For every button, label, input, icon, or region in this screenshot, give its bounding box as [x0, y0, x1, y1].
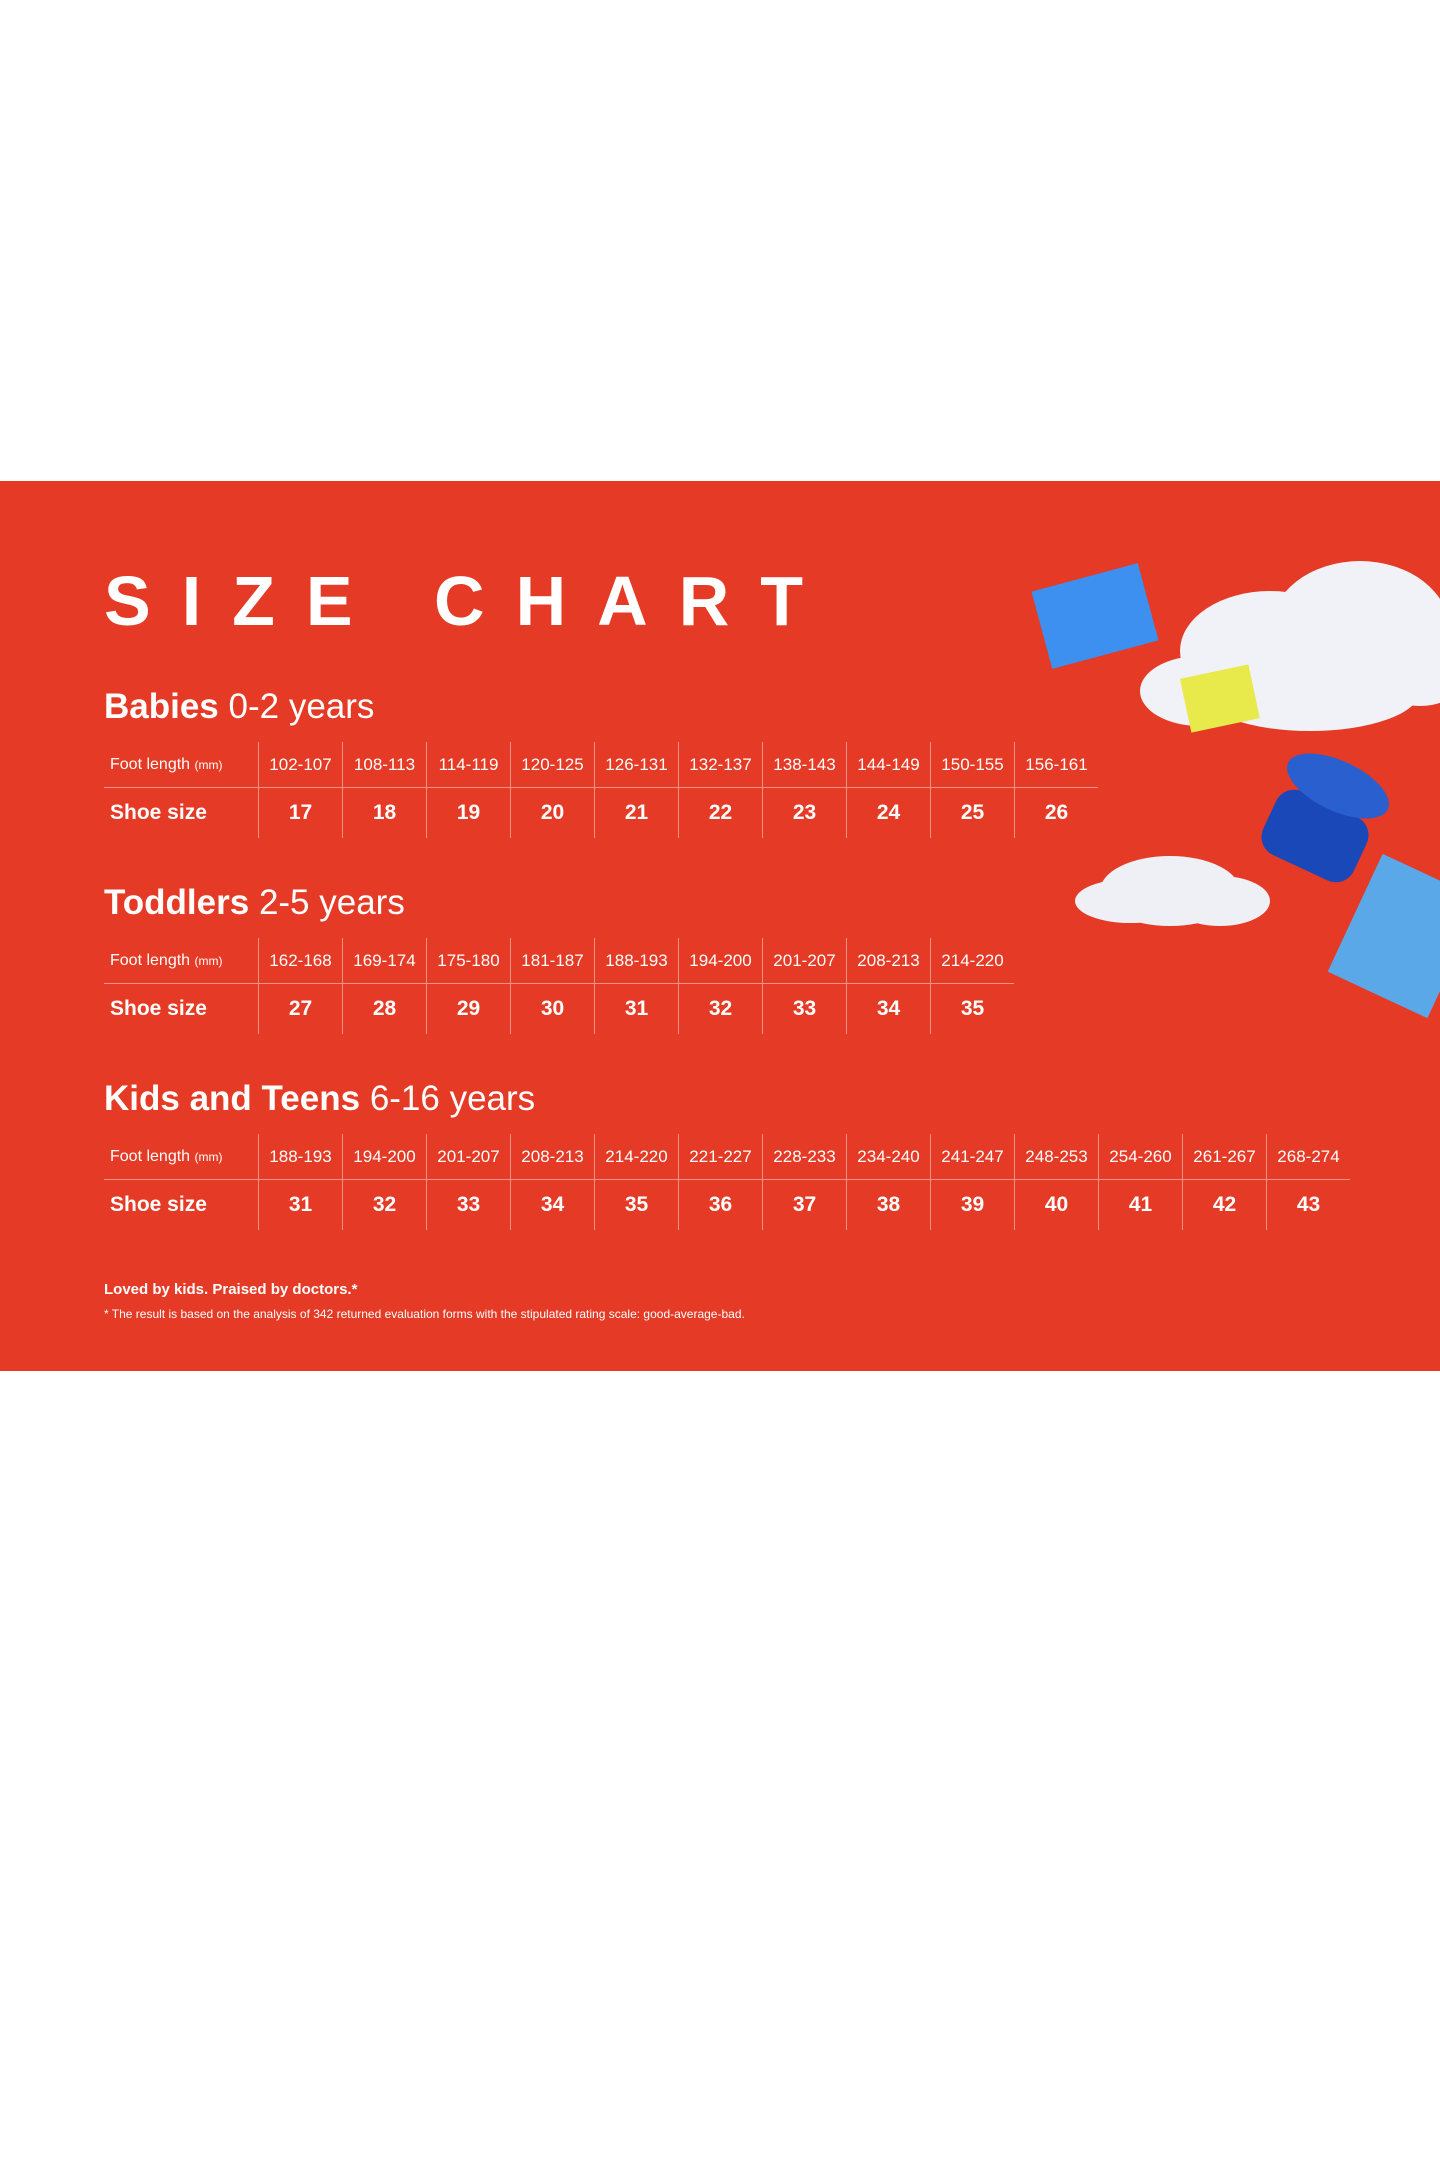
shoe-size-cell: 25 [930, 787, 1015, 838]
cloud-middle [1075, 856, 1270, 926]
foot-length-row: Foot length (mm) 102-107 108-113 114-119 120… [104, 742, 1098, 788]
shoe-size-cell: 40 [1014, 1179, 1099, 1230]
foot-length-label: Foot length (mm) [104, 1134, 259, 1180]
shoe-size-cell: 19 [426, 787, 511, 838]
foot-length-cell: 208-213 [846, 938, 931, 984]
foot-length-cell: 102-107 [258, 742, 343, 788]
foot-length-cell: 261-267 [1182, 1134, 1267, 1180]
shoe-size-cell: 29 [426, 983, 511, 1034]
shoe-size-cell: 38 [846, 1179, 931, 1230]
shoe-size-cell: 23 [762, 787, 847, 838]
page-title: SIZE CHART [104, 562, 834, 640]
foot-length-cell: 156-161 [1014, 742, 1098, 788]
shoe-size-cell: 36 [678, 1179, 763, 1230]
foot-length-cell: 228-233 [762, 1134, 847, 1180]
section-heading: Kids and Teens 6-16 years [104, 1079, 536, 1118]
shoe-size-cell: 43 [1266, 1179, 1350, 1230]
footer-note: * The result is based on the analysis of… [104, 1307, 745, 1321]
shoe-size-cell: 31 [258, 1179, 343, 1230]
size-table: Foot length (mm) 162-168 169-174 175-180 181… [104, 938, 1014, 1034]
footer-tagline: Loved by kids. Praised by doctors.* [104, 1281, 358, 1298]
shoe-size-cell: 32 [678, 983, 763, 1034]
foot-length-cell: 188-193 [594, 938, 679, 984]
foot-length-cell: 144-149 [846, 742, 931, 788]
section-heading: Toddlers 2-5 years [104, 883, 405, 922]
cloud-top [1140, 561, 1440, 731]
size-table: Foot length (mm) 102-107 108-113 114-119 120… [104, 742, 1098, 838]
foot-length-cell: 162-168 [258, 938, 343, 984]
foot-length-cell: 194-200 [342, 1134, 427, 1180]
toy-blocks-clouds-illustration [1031, 561, 1440, 1019]
foot-length-cell: 114-119 [426, 742, 511, 788]
foot-length-cell: 126-131 [594, 742, 679, 788]
foot-length-cell: 268-274 [1266, 1134, 1350, 1180]
shoe-size-cell: 35 [930, 983, 1014, 1034]
foot-length-cell: 194-200 [678, 938, 763, 984]
foot-length-label: Foot length (mm) [104, 938, 259, 984]
foot-length-cell: 221-227 [678, 1134, 763, 1180]
shoe-size-cell: 37 [762, 1179, 847, 1230]
shoe-size-row: Shoe size 31 32 33 34 35 36 37 38 39 40 41 42 43 [104, 1179, 1350, 1230]
section-babies: Babies 0-2 years Foot length (mm) 102-107… [104, 686, 1098, 838]
foot-length-cell: 201-207 [426, 1134, 511, 1180]
shoe-size-cell: 18 [342, 787, 427, 838]
shoe-size-cell: 34 [510, 1179, 595, 1230]
section-toddlers: Toddlers 2-5 years Foot length (mm) 162-1… [104, 882, 1014, 1034]
blue-cylinder-cube-icon [1261, 753, 1440, 1019]
shoe-size-cell: 17 [258, 787, 343, 838]
foot-length-cell: 138-143 [762, 742, 847, 788]
shoe-size-cell: 32 [342, 1179, 427, 1230]
shoe-size-cell: 26 [1014, 787, 1098, 838]
shoe-size-cell: 39 [930, 1179, 1015, 1230]
shoe-size-cell: 35 [594, 1179, 679, 1230]
shoe-size-label: Shoe size [110, 997, 207, 1020]
shoe-size-cell: 24 [846, 787, 931, 838]
foot-length-cell: 120-125 [510, 742, 595, 788]
shoe-size-cell: 22 [678, 787, 763, 838]
shoe-size-cell: 30 [510, 983, 595, 1034]
foot-length-cell: 169-174 [342, 938, 427, 984]
foot-length-cell: 248-253 [1014, 1134, 1099, 1180]
section-kids-teens: Kids and Teens 6-16 years Foot length (m… [104, 1078, 1350, 1230]
foot-length-cell: 181-187 [510, 938, 595, 984]
foot-length-cell: 214-220 [930, 938, 1014, 984]
foot-length-row: Foot length (mm) 188-193 194-200 201-207 208… [104, 1134, 1350, 1180]
foot-length-cell: 175-180 [426, 938, 511, 984]
shoe-size-cell: 21 [594, 787, 679, 838]
shoe-size-row: Shoe size 17 18 19 20 21 22 23 24 25 26 [104, 787, 1098, 838]
shoe-size-cell: 33 [426, 1179, 511, 1230]
shoe-size-cell: 34 [846, 983, 931, 1034]
size-chart-banner: SIZE CHART Babies 0-2 years Foot length … [0, 481, 1440, 1371]
foot-length-row: Foot length (mm) 162-168 169-174 175-180 181… [104, 938, 1014, 984]
foot-length-cell: 208-213 [510, 1134, 595, 1180]
foot-length-cell: 150-155 [930, 742, 1015, 788]
shoe-size-label: Shoe size [110, 801, 207, 824]
shoe-size-label: Shoe size [110, 1193, 207, 1216]
foot-length-cell: 234-240 [846, 1134, 931, 1180]
foot-length-cell: 254-260 [1098, 1134, 1183, 1180]
shoe-size-cell: 42 [1182, 1179, 1267, 1230]
foot-length-cell: 201-207 [762, 938, 847, 984]
shoe-size-row: Shoe size 27 28 29 30 31 32 33 34 35 [104, 983, 1014, 1034]
size-table: Foot length (mm) 188-193 194-200 201-207 208… [104, 1134, 1350, 1230]
blue-block-icon [1031, 563, 1159, 669]
section-heading: Babies 0-2 years [104, 687, 375, 726]
shoe-size-cell: 27 [258, 983, 343, 1034]
foot-length-label: Foot length (mm) [104, 742, 259, 788]
foot-length-cell: 108-113 [342, 742, 427, 788]
yellow-block-icon [1179, 664, 1260, 733]
foot-length-cell: 214-220 [594, 1134, 679, 1180]
shoe-size-cell: 28 [342, 983, 427, 1034]
shoe-size-cell: 31 [594, 983, 679, 1034]
foot-length-cell: 188-193 [258, 1134, 343, 1180]
foot-length-cell: 132-137 [678, 742, 763, 788]
shoe-size-cell: 20 [510, 787, 595, 838]
shoe-size-cell: 33 [762, 983, 847, 1034]
foot-length-cell: 241-247 [930, 1134, 1015, 1180]
shoe-size-cell: 41 [1098, 1179, 1183, 1230]
